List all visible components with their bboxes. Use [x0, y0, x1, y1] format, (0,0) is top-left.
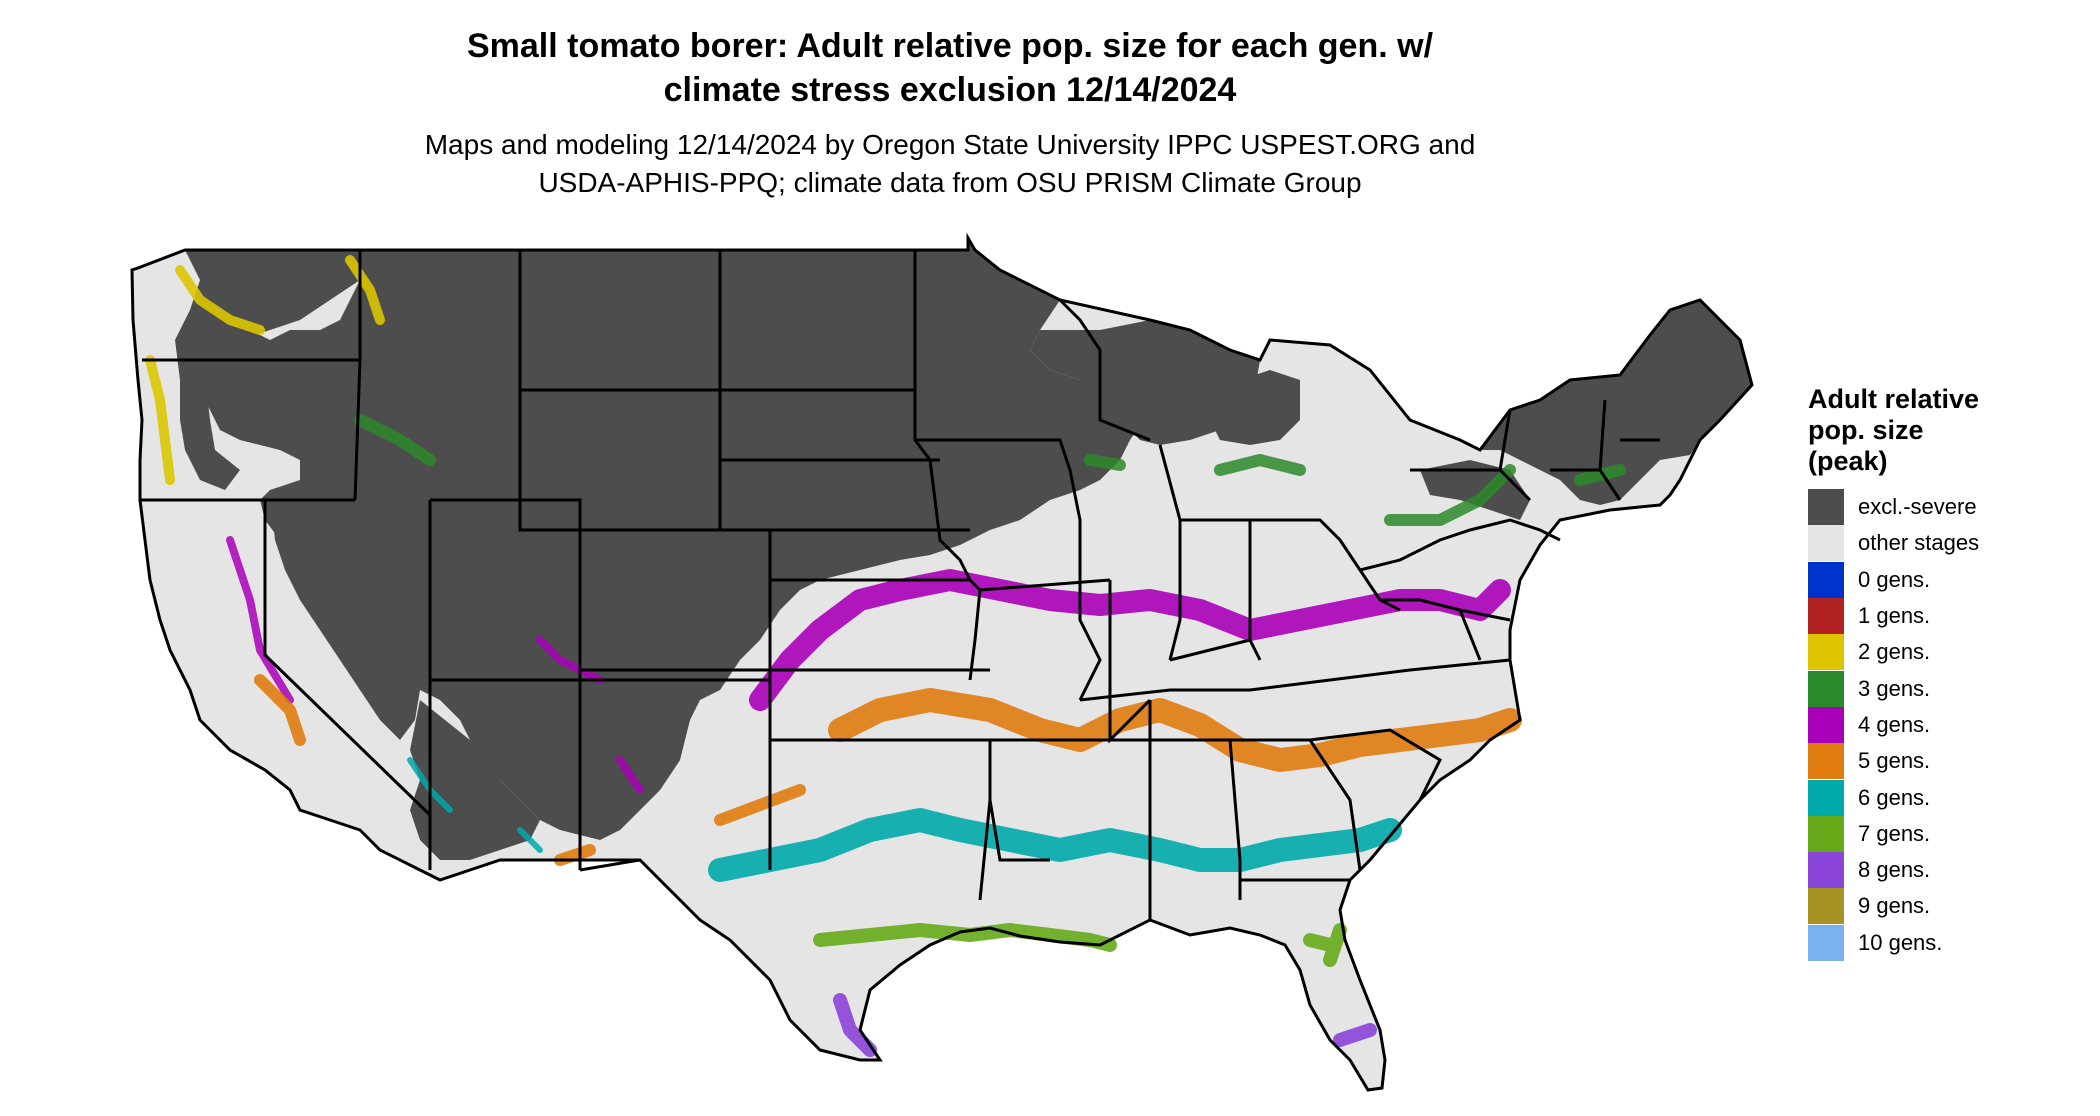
- title-line-1: Small tomato borer: Adult relative pop. …: [466, 27, 1434, 65]
- legend-swatch: [1808, 779, 1844, 816]
- legend-label: 10 gens.: [1858, 929, 1943, 955]
- band-5-gens-west: [254, 674, 806, 866]
- legend-title-line-2: pop. size: [1808, 415, 1924, 445]
- state-borders: [130, 232, 1754, 1092]
- legend-label: 3 gens.: [1858, 675, 1931, 701]
- legend-item: 1 gens.: [1808, 598, 2088, 635]
- legend: Adult relative pop. size (peak) excl.-se…: [1808, 384, 2088, 961]
- excluded-northeast: [1480, 300, 1752, 505]
- band-7-gens: [813, 923, 1347, 967]
- legend-item: 0 gens.: [1808, 561, 2088, 598]
- legend-label: 6 gens.: [1858, 784, 1931, 810]
- legend-swatch: [1808, 670, 1844, 707]
- legend-item: other stages: [1808, 525, 2088, 562]
- legend-label: 9 gens.: [1858, 893, 1931, 919]
- band-8-gens: [833, 993, 1377, 1057]
- legend-item: 7 gens.: [1808, 815, 2088, 852]
- band-2-gens: [145, 255, 385, 485]
- map-title: Small tomato borer: Adult relative pop. …: [200, 24, 1700, 112]
- legend-swatch: [1808, 634, 1844, 671]
- excluded-great-lakes: [1030, 320, 1260, 445]
- legend-title-line-1: Adult relative: [1808, 384, 1980, 414]
- nation-outline: [130, 232, 1754, 1092]
- subtitle-line-2: USDA-APHIS-PPQ; climate data from OSU PR…: [538, 167, 1362, 198]
- legend-item: 9 gens.: [1808, 888, 2088, 925]
- legend-swatch: [1808, 888, 1844, 925]
- legend-swatch: [1808, 489, 1844, 526]
- legend-item: excl.-severe: [1808, 489, 2088, 526]
- legend-item: 3 gens.: [1808, 670, 2088, 707]
- map-subtitle: Maps and modeling 12/14/2024 by Oregon S…: [200, 126, 1700, 202]
- excluded-great-basin: [270, 495, 420, 740]
- legend-swatch: [1808, 743, 1844, 780]
- band-4-gens-west: [226, 536, 644, 794]
- legend-title: Adult relative pop. size (peak): [1808, 384, 2088, 477]
- band-5-gens: [828, 688, 1522, 772]
- legend-item: 5 gens.: [1808, 743, 2088, 780]
- legend-label: 5 gens.: [1858, 748, 1931, 774]
- subtitle-line-1: Maps and modeling 12/14/2024 by Oregon S…: [424, 129, 1476, 160]
- legend-swatch: [1808, 525, 1844, 562]
- legend-item: 10 gens.: [1808, 924, 2088, 961]
- legend-swatch: [1808, 852, 1844, 889]
- legend-label: 7 gens.: [1858, 820, 1931, 846]
- legend-swatch: [1808, 561, 1844, 598]
- title-line-2: climate stress exclusion 12/14/2024: [663, 71, 1237, 109]
- legend-label: other stages: [1858, 530, 1980, 556]
- legend-item: 6 gens.: [1808, 779, 2088, 816]
- legend-label: 4 gens.: [1858, 711, 1931, 737]
- legend-items: excl.-severe other stages 0 gens. 1 gens. 2 …: [1808, 489, 2088, 961]
- legend-swatch: [1808, 924, 1844, 961]
- legend-swatch: [1808, 598, 1844, 635]
- legend-label: excl.-severe: [1858, 494, 1977, 520]
- band-3-gens: [354, 414, 1626, 526]
- legend-label: 1 gens.: [1858, 603, 1931, 629]
- legend-item: 2 gens.: [1808, 634, 2088, 671]
- excluded-michigan-upper: [1200, 370, 1300, 445]
- legend-title-line-3: (peak): [1808, 446, 1888, 476]
- band-6-gens: [708, 808, 1402, 882]
- legend-label: 0 gens.: [1858, 566, 1931, 592]
- legend-item: 8 gens.: [1808, 852, 2088, 889]
- legend-label: 8 gens.: [1858, 857, 1931, 883]
- legend-item: 4 gens.: [1808, 706, 2088, 743]
- excluded-sw-mountains: [410, 700, 540, 860]
- legend-swatch: [1808, 706, 1844, 743]
- legend-label: 2 gens.: [1858, 639, 1931, 665]
- legend-swatch: [1808, 815, 1844, 852]
